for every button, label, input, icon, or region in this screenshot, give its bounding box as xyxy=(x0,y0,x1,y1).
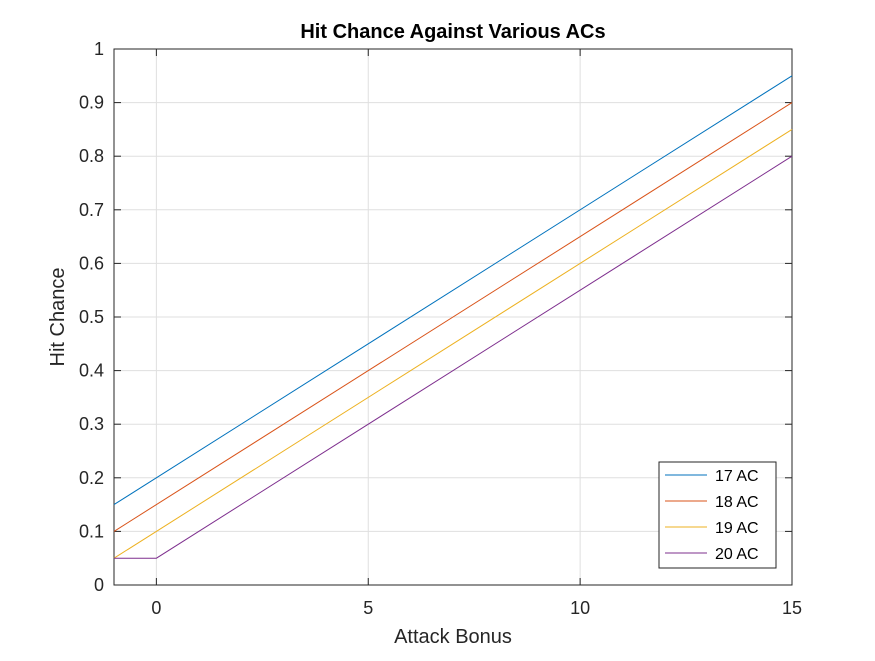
legend-label-19-ac: 19 AC xyxy=(715,520,759,537)
series-line-20-ac xyxy=(114,155,793,559)
y-tick-label: 1 xyxy=(94,39,104,59)
y-tick-label: 0.8 xyxy=(79,146,104,166)
series-line-19-ac xyxy=(113,128,793,559)
x-tick-label: 10 xyxy=(570,598,590,618)
x-axis-label: Attack Bonus xyxy=(394,626,512,648)
y-tick-label: 0.6 xyxy=(79,253,104,273)
chart-title: Hit Chance Against Various ACs xyxy=(300,21,605,43)
data-series xyxy=(113,75,793,559)
axis-ticks: 0 5 10 15 0 0.1 0.2 0.3 0.4 0.5 0.6 0.7 0.8 0.9 1 xyxy=(79,39,802,618)
x-tick-label: 5 xyxy=(363,598,373,618)
x-tick-label: 15 xyxy=(782,598,802,618)
y-tick-label: 0 xyxy=(94,575,104,595)
y-tick-label: 0.3 xyxy=(79,414,104,434)
series-line-18-ac xyxy=(113,102,793,532)
legend-label-20-ac: 20 AC xyxy=(715,546,759,563)
legend-label-17-ac: 17 AC xyxy=(715,468,759,485)
legend-label-18-ac: 18 AC xyxy=(715,494,759,511)
y-tick-label: 0.7 xyxy=(79,200,104,220)
series-line-17-ac xyxy=(113,75,793,506)
legend-box xyxy=(658,461,777,569)
legend: 17 AC 18 AC 19 AC 20 AC xyxy=(658,461,777,569)
y-tick-label: 0.4 xyxy=(79,361,104,381)
y-tick-label: 0.2 xyxy=(79,468,104,488)
y-tick-label: 0.9 xyxy=(79,93,104,113)
y-tick-label: 0.5 xyxy=(79,307,104,327)
x-tick-label: 0 xyxy=(151,598,161,618)
y-tick-label: 0.1 xyxy=(79,521,104,541)
y-axis-label: Hit Chance xyxy=(47,268,69,367)
